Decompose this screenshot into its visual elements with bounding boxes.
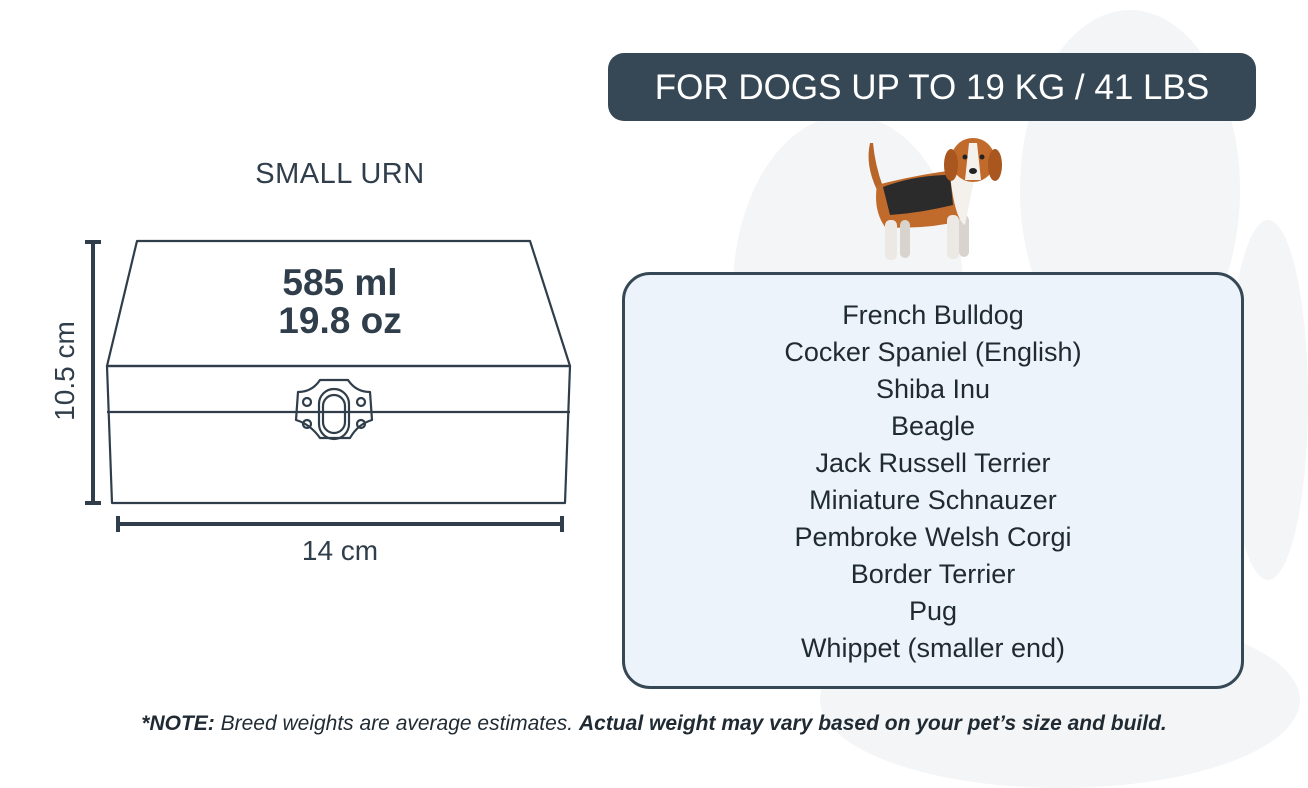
breed-item: Pug [908, 596, 958, 626]
note-text: Breed weights are average estimates. [214, 712, 579, 735]
volume-oz: 19.8 oz [278, 300, 402, 341]
clasp-icon [294, 378, 374, 441]
beagle-icon [868, 138, 1002, 260]
note-emphasis: Actual weight may vary based on your pet… [578, 712, 1167, 735]
breed-list: French Bulldog Cocker Spaniel (English) … [625, 275, 1241, 667]
width-label: 14 cm [301, 535, 379, 566]
urn-diagram [85, 239, 572, 532]
breed-item: Miniature Schnauzer [809, 485, 1057, 515]
urn-body [105, 364, 572, 505]
breed-item: Jack Russell Terrier [815, 448, 1051, 478]
urn-title: SMALL URN [255, 158, 425, 190]
breed-item: French Bulldog [842, 300, 1024, 330]
volume-ml: 585 ml [282, 262, 398, 303]
footnote: *NOTE: Breed weights are average estimat… [0, 712, 1308, 736]
dimension-lines [85, 240, 564, 532]
breed-item: Beagle [890, 411, 976, 441]
breed-item: Border Terrier [850, 559, 1016, 589]
breed-list-panel: French Bulldog Cocker Spaniel (English) … [622, 272, 1244, 689]
breed-item: Whippet (smaller end) [800, 633, 1066, 663]
breed-item: Shiba Inu [875, 374, 991, 404]
height-label: 10.5 cm [49, 321, 80, 421]
weight-banner: FOR DOGS UP TO 19 KG / 41 LBS [608, 53, 1256, 121]
note-prefix: *NOTE: [141, 712, 215, 735]
breed-item: Cocker Spaniel (English) [784, 337, 1082, 367]
breed-item: Pembroke Welsh Corgi [794, 522, 1072, 552]
